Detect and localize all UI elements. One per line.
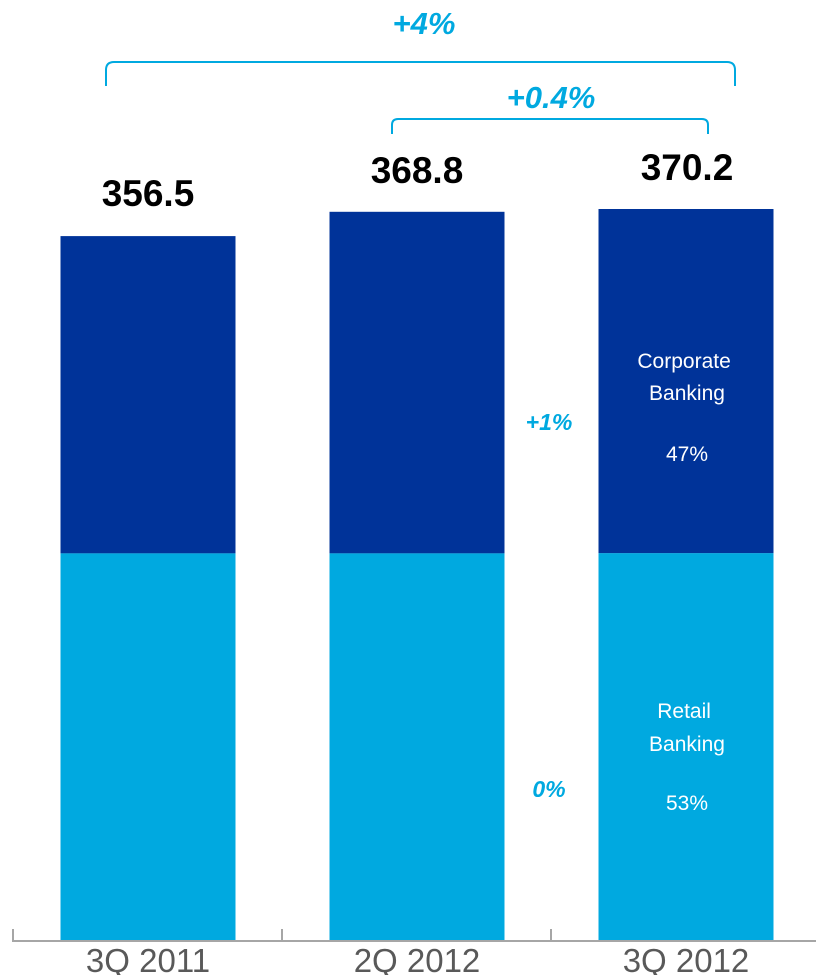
bar-corporate-banking-3q-2012	[598, 209, 774, 554]
x-axis	[12, 929, 816, 942]
tick-label-2q-2012: 2Q 2012	[354, 942, 481, 975]
retail-segment-name-line: Banking	[649, 733, 725, 756]
corporate-growth-label: +1%	[526, 409, 573, 435]
bar-corporate-banking-3q-2011	[60, 236, 236, 554]
retail-segment-name: Retail Banking	[649, 700, 725, 756]
tick-label-3q-2012: 3Q 2012	[623, 942, 750, 975]
bar-corporate-banking-2q-2012	[329, 211, 505, 554]
tick-label-3q-2011: 3Q 2011	[86, 942, 210, 975]
bar-retail-banking-2q-2012	[329, 553, 505, 941]
corporate-segment-name-line: Corporate	[637, 350, 730, 373]
retail-segment-name-line: Retail	[657, 700, 711, 723]
quarter-growth-bracket	[391, 118, 709, 134]
overall-growth-bracket	[105, 61, 736, 86]
bar-retail-banking-3q-2011	[60, 553, 236, 941]
retail-growth-label: 0%	[532, 776, 565, 802]
retail-segment-share: 53%	[666, 792, 708, 815]
quarter-growth-label: +0.4%	[507, 80, 596, 115]
bars-group	[60, 209, 774, 941]
total-label-2q-2012: 368.8	[371, 150, 464, 191]
total-label-3q-2012: 370.2	[641, 147, 734, 188]
corporate-segment-name-line: Banking	[649, 382, 725, 405]
bar-retail-banking-3q-2012	[598, 553, 774, 941]
overall-growth-label: +4%	[393, 6, 456, 41]
corporate-segment-name: Corporate Banking	[637, 350, 736, 405]
total-label-3q-2011: 356.5	[102, 173, 195, 214]
corporate-segment-share: 47%	[666, 443, 708, 466]
